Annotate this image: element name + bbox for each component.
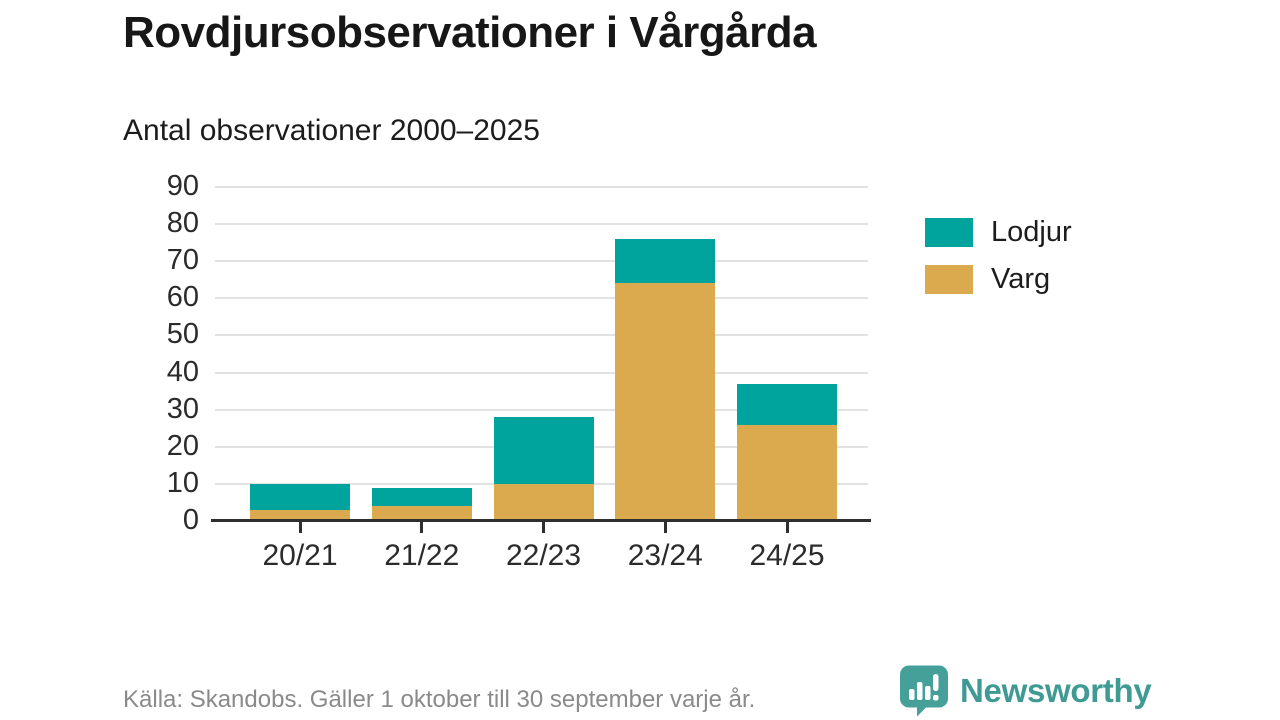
bar-segment-lodjur bbox=[615, 238, 716, 284]
chart-title: Rovdjursobservationer i Vårgårda bbox=[123, 8, 817, 57]
y-axis-tick-label: 20 bbox=[166, 429, 199, 462]
y-axis-tick-label: 50 bbox=[166, 318, 199, 351]
y-axis-tick-label: 80 bbox=[166, 207, 199, 240]
newsworthy-icon bbox=[900, 665, 948, 717]
gridline bbox=[215, 408, 868, 411]
bar-segment-lodjur bbox=[371, 487, 472, 507]
x-axis-tick bbox=[785, 521, 789, 533]
bar-segment-varg bbox=[371, 506, 472, 521]
bar-segment-varg bbox=[493, 483, 594, 521]
y-axis-tick-label: 70 bbox=[166, 244, 199, 277]
x-axis-tick-label: 20/21 bbox=[262, 539, 338, 572]
gridline bbox=[215, 371, 868, 374]
bar-segment-varg bbox=[737, 424, 837, 521]
legend-swatch bbox=[925, 218, 973, 247]
gridline bbox=[215, 186, 868, 188]
legend-item-varg: Varg bbox=[925, 265, 1072, 294]
bar-segment-lodjur bbox=[250, 483, 350, 510]
x-axis-tick bbox=[663, 521, 667, 533]
x-axis-line bbox=[211, 519, 871, 522]
newsworthy-logo: Newsworthy bbox=[898, 664, 1152, 717]
legend-label: Varg bbox=[991, 263, 1051, 295]
x-axis-tick-label: 21/22 bbox=[384, 539, 460, 572]
gridline bbox=[215, 297, 868, 300]
chart-subtitle: Antal observationer 2000–2025 bbox=[123, 114, 540, 147]
y-axis-tick-label: 0 bbox=[182, 504, 199, 536]
legend: Lodjur Varg bbox=[925, 218, 1072, 312]
bar-segment-varg bbox=[615, 283, 716, 521]
legend-item-lodjur: Lodjur bbox=[925, 218, 1072, 247]
y-axis-tick-label: 30 bbox=[166, 392, 199, 425]
x-axis-tick-label: 23/24 bbox=[627, 539, 703, 572]
x-axis-tick-label: 24/25 bbox=[749, 539, 825, 572]
legend-swatch bbox=[925, 265, 973, 294]
speech-bubble-shape bbox=[900, 665, 948, 717]
bar-segment-lodjur bbox=[737, 383, 837, 425]
bar-segment-lodjur bbox=[493, 417, 594, 484]
x-axis-tick-label: 22/23 bbox=[505, 539, 582, 572]
source-note: Källa: Skandobs. Gäller 1 oktober till 3… bbox=[123, 686, 756, 713]
gridline bbox=[215, 260, 868, 263]
newsworthy-wordmark: Newsworthy bbox=[960, 671, 1152, 709]
y-axis-tick-label: 60 bbox=[166, 281, 199, 314]
plot-area: 0 10 20 30 40 50 60 70 80 90 20/21 21/22 22/23 23/24 2… bbox=[167, 172, 871, 572]
y-axis-tick-label: 40 bbox=[166, 355, 199, 388]
x-axis-tick bbox=[542, 521, 545, 533]
gridline bbox=[215, 223, 868, 226]
y-axis-tick-label: 90 bbox=[166, 170, 199, 202]
x-axis-tick bbox=[420, 521, 424, 533]
bar-segment-varg bbox=[250, 509, 350, 521]
y-axis-tick-label: 10 bbox=[166, 466, 199, 499]
legend-label: Lodjur bbox=[991, 216, 1072, 248]
gridline bbox=[215, 334, 868, 337]
x-axis-tick bbox=[298, 521, 302, 533]
